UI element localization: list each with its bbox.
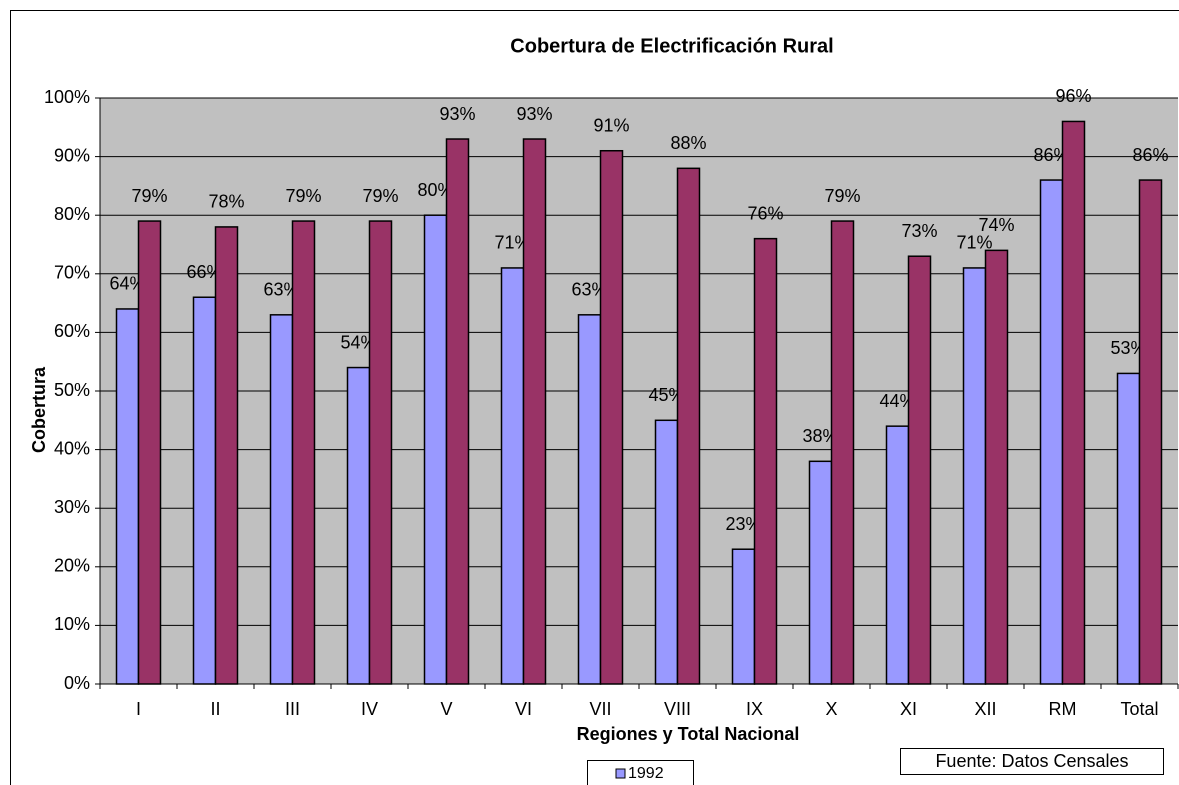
bar	[830, 220, 855, 685]
bar	[654, 419, 679, 685]
bar	[1039, 179, 1064, 685]
data-label: 96%	[1055, 86, 1091, 106]
x-tick-label: VII	[589, 699, 611, 719]
bar	[1138, 179, 1163, 685]
chart-title: Cobertura de Electrificación Rural	[510, 35, 833, 57]
y-tick-label: 10%	[54, 614, 90, 634]
x-tick-label: VI	[515, 699, 532, 719]
bar	[500, 267, 525, 685]
bar	[368, 220, 393, 685]
data-label: 63%	[571, 280, 607, 300]
y-tick-label: 50%	[54, 380, 90, 400]
y-tick-label: 30%	[54, 497, 90, 517]
x-tick-label: IV	[361, 699, 378, 719]
bar	[984, 249, 1009, 685]
y-tick-label: 100%	[44, 87, 90, 107]
bar	[346, 366, 371, 685]
data-label: 76%	[747, 203, 783, 223]
y-tick-label: 70%	[54, 263, 90, 283]
bar	[1061, 120, 1086, 685]
bar	[137, 220, 162, 685]
bar	[115, 308, 140, 685]
bar	[1116, 372, 1141, 685]
bar	[731, 548, 756, 685]
bar	[522, 138, 547, 685]
bar	[808, 460, 833, 685]
bar	[907, 255, 932, 685]
y-tick-label: 0%	[64, 673, 90, 693]
data-label: 79%	[362, 186, 398, 206]
data-label: 93%	[516, 104, 552, 124]
data-label: 73%	[901, 221, 937, 241]
data-label: 54%	[340, 332, 376, 352]
data-label: 63%	[263, 280, 299, 300]
bar	[577, 314, 602, 685]
x-tick-label: Total	[1120, 699, 1158, 719]
bar	[962, 267, 987, 685]
data-label: 80%	[417, 180, 453, 200]
bar	[214, 226, 239, 685]
x-tick-label: XI	[900, 699, 917, 719]
x-tick-label: RM	[1049, 699, 1077, 719]
data-label: 93%	[439, 104, 475, 124]
data-label: 23%	[725, 514, 761, 534]
bar	[753, 237, 778, 685]
bar	[192, 296, 217, 685]
data-label: 86%	[1033, 145, 1069, 165]
data-label: 44%	[879, 391, 915, 411]
source-box	[900, 748, 1164, 775]
y-tick-label: 90%	[54, 145, 90, 165]
data-label: 91%	[593, 115, 629, 135]
data-label: 86%	[1132, 145, 1168, 165]
data-label: 78%	[208, 192, 244, 212]
source: Fuente: Datos Censales	[935, 751, 1128, 771]
y-tick-label: 60%	[54, 321, 90, 341]
data-label: 66%	[186, 262, 222, 282]
bar	[885, 425, 910, 685]
x-tick-label: IX	[746, 699, 763, 719]
data-label: 88%	[670, 133, 706, 153]
bar	[269, 314, 294, 685]
data-label: 71%	[956, 233, 992, 253]
y-tick-label: 80%	[54, 204, 90, 224]
y-axis-title: Cobertura	[29, 366, 49, 453]
bar	[599, 149, 624, 685]
data-label: 79%	[131, 186, 167, 206]
x-tick-label: VIII	[664, 699, 691, 719]
x-tick-label: III	[285, 699, 300, 719]
data-label: 64%	[109, 274, 145, 294]
x-tick-label: XII	[974, 699, 996, 719]
data-label: 45%	[648, 385, 684, 405]
y-tick-label: 20%	[54, 556, 90, 576]
data-label: 79%	[824, 186, 860, 206]
bar	[291, 220, 316, 685]
bar	[676, 167, 701, 685]
x-axis-title: Regiones y Total Nacional	[577, 724, 800, 744]
x-tick-label: I	[136, 699, 141, 719]
bar	[445, 138, 470, 685]
x-tick-label: V	[440, 699, 452, 719]
data-label: 71%	[494, 233, 530, 253]
legend	[587, 760, 694, 785]
legend-swatch	[615, 768, 626, 779]
data-label: 74%	[978, 215, 1014, 235]
legend-label: 1992	[628, 765, 664, 782]
data-label: 38%	[802, 426, 838, 446]
bar	[423, 214, 448, 685]
x-tick-label: X	[825, 699, 837, 719]
x-tick-label: II	[210, 699, 220, 719]
data-label: 53%	[1110, 338, 1146, 358]
data-label: 79%	[285, 186, 321, 206]
y-tick-label: 40%	[54, 438, 90, 458]
